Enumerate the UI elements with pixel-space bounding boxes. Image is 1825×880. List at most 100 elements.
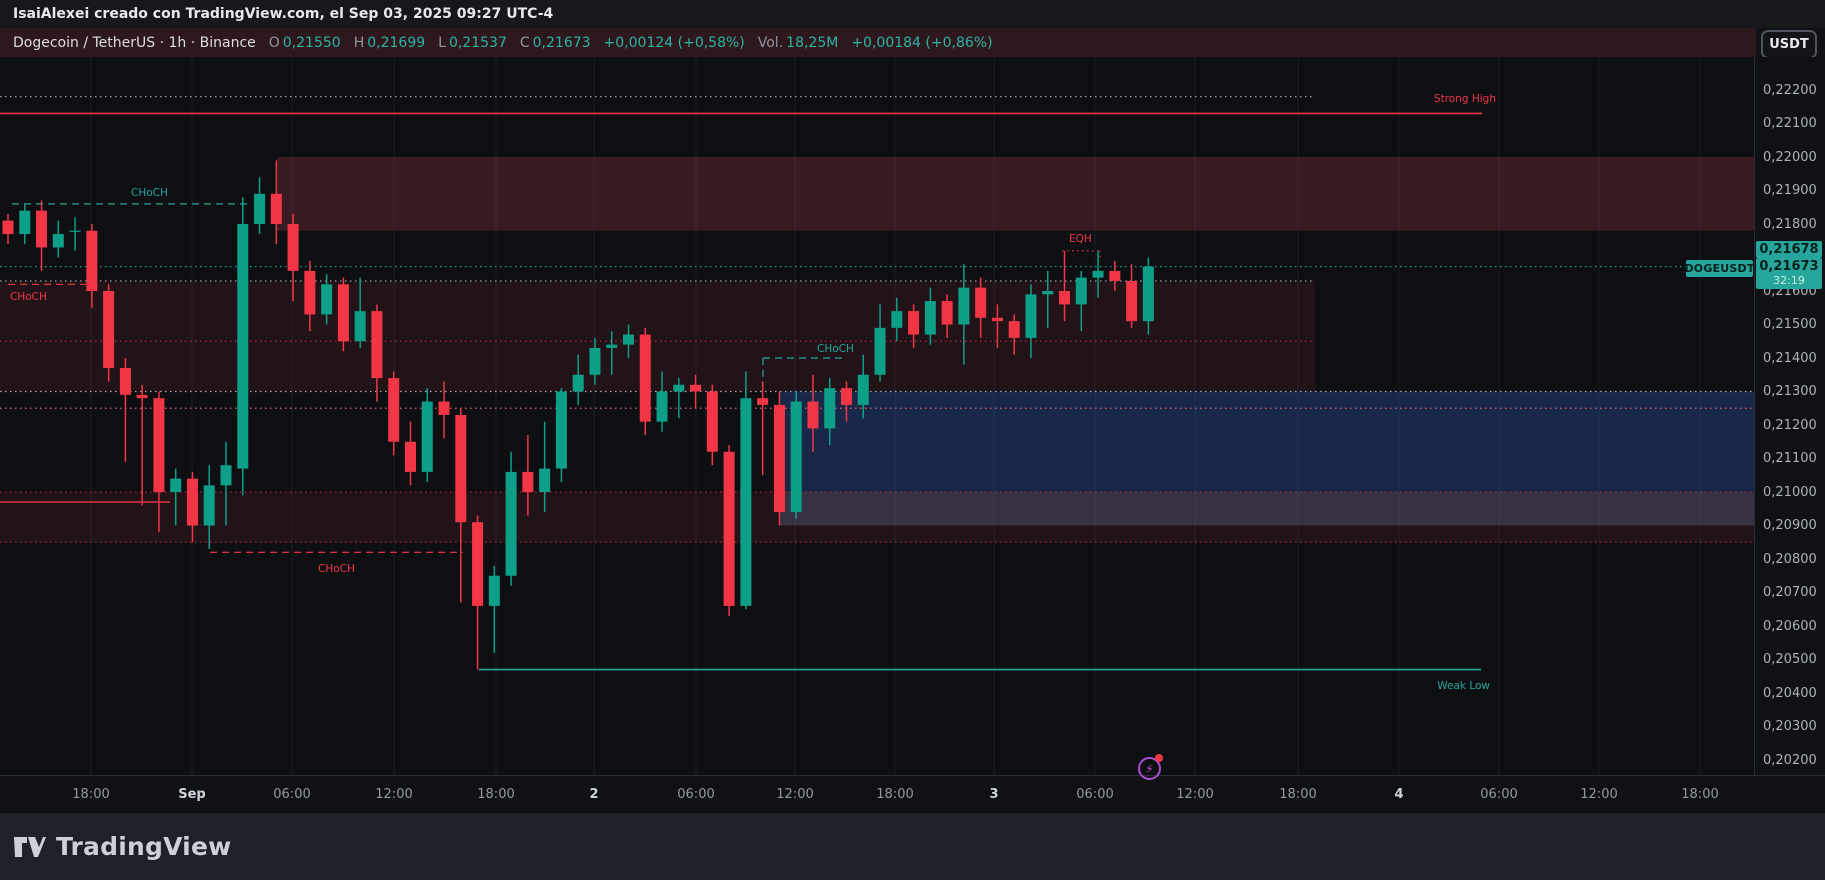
- symbol-title[interactable]: Dogecoin / TetherUS · 1h · Binance: [13, 34, 256, 51]
- candle[interactable]: [740, 371, 752, 610]
- candle[interactable]: [220, 441, 232, 526]
- candle[interactable]: [52, 220, 64, 258]
- candle[interactable]: [388, 371, 400, 456]
- candle[interactable]: [1059, 250, 1071, 322]
- candle[interactable]: [421, 388, 433, 482]
- candle[interactable]: [304, 260, 316, 332]
- candle[interactable]: [807, 374, 819, 452]
- candle[interactable]: [69, 217, 81, 251]
- candle[interactable]: [1025, 284, 1037, 358]
- candle[interactable]: [555, 388, 567, 482]
- candle[interactable]: [606, 331, 618, 375]
- candle[interactable]: [522, 435, 534, 516]
- candle[interactable]: [639, 327, 651, 436]
- ohlc-field-l: L 0,21537: [438, 34, 507, 51]
- candle[interactable]: [841, 381, 852, 422]
- candle[interactable]: [354, 277, 366, 348]
- candle[interactable]: [1042, 270, 1054, 328]
- attribution-bar: IsaiAlexei creado con TradingView.com, e…: [0, 0, 1825, 28]
- candle[interactable]: [438, 381, 450, 439]
- candle[interactable]: [572, 354, 584, 405]
- candle-body: [304, 270, 316, 315]
- candle[interactable]: [908, 304, 920, 348]
- candle[interactable]: [706, 384, 718, 466]
- candle[interactable]: [203, 465, 215, 549]
- time-axis[interactable]: 18:00 Sep 06:00 12:00 18:00 2 06:00 12:00 18:00 3…: [0, 775, 1825, 813]
- candle[interactable]: [2, 213, 14, 245]
- candle[interactable]: [1126, 264, 1138, 328]
- candle[interactable]: [455, 408, 467, 603]
- ohlc-fields: O 0,21550 H 0,21699 L 0,21537 C 0,21673: [269, 35, 591, 51]
- candle[interactable]: [136, 384, 148, 506]
- candle-body: [103, 291, 115, 369]
- candle[interactable]: [505, 451, 517, 586]
- candle-body: [170, 478, 182, 492]
- candle[interactable]: [874, 304, 886, 382]
- candle[interactable]: [941, 294, 953, 338]
- candle[interactable]: [86, 224, 98, 308]
- candle[interactable]: [270, 160, 282, 245]
- candle-body: [321, 284, 333, 315]
- candle[interactable]: [622, 324, 634, 359]
- currency-toggle-button[interactable]: USDT: [1761, 30, 1817, 59]
- candle[interactable]: [337, 277, 349, 352]
- candle[interactable]: [790, 391, 802, 519]
- candle[interactable]: [153, 391, 165, 533]
- candle[interactable]: [656, 371, 668, 432]
- candle[interactable]: [186, 471, 198, 543]
- candle[interactable]: [975, 277, 987, 338]
- candle[interactable]: [1109, 260, 1121, 291]
- candle-body: [136, 394, 148, 399]
- candle[interactable]: [472, 515, 484, 670]
- tradingview-logo-icon[interactable]: [13, 835, 47, 859]
- candle[interactable]: [1008, 314, 1020, 355]
- tradingview-logo-text[interactable]: TradingView: [56, 832, 232, 861]
- candle-body: [1092, 270, 1104, 278]
- candle-body: [790, 401, 802, 513]
- candle[interactable]: [824, 378, 836, 446]
- time-axis-label: 18:00: [72, 787, 110, 802]
- candle-body: [639, 334, 651, 422]
- candle[interactable]: [170, 468, 182, 526]
- candle[interactable]: [371, 304, 383, 402]
- time-axis-label: 06:00: [677, 787, 715, 802]
- candle[interactable]: [958, 264, 970, 365]
- candle[interactable]: [924, 287, 936, 345]
- candle[interactable]: [723, 445, 735, 616]
- candle[interactable]: [1075, 270, 1087, 332]
- candle[interactable]: [119, 358, 131, 462]
- ohlc-field-c: C 0,21673: [519, 34, 591, 51]
- candle[interactable]: [404, 421, 416, 486]
- price-change: +0,00124 (+0,58%): [603, 34, 745, 51]
- candle-body: [539, 468, 551, 492]
- candle[interactable]: [488, 565, 500, 653]
- price-axis[interactable]: 0,222000,221000,220000,219000,218000,217…: [1754, 57, 1825, 775]
- candle[interactable]: [539, 421, 551, 513]
- candle[interactable]: [1142, 257, 1154, 335]
- candle-body: [622, 334, 634, 345]
- candle[interactable]: [1092, 250, 1104, 298]
- candle[interactable]: [690, 374, 702, 409]
- candle[interactable]: [673, 378, 685, 419]
- candle[interactable]: [857, 354, 869, 419]
- candle-body: [773, 404, 785, 513]
- candle[interactable]: [36, 200, 48, 271]
- symbol-ohlc-bar[interactable]: Dogecoin / TetherUS · 1h · Binance O 0,21…: [0, 28, 1756, 57]
- candle[interactable]: [237, 197, 249, 496]
- candle[interactable]: [321, 274, 333, 325]
- candle[interactable]: [19, 203, 31, 245]
- candle-body: [841, 388, 852, 405]
- candle[interactable]: [103, 284, 115, 382]
- candle[interactable]: [991, 304, 1003, 348]
- candle[interactable]: [891, 297, 903, 342]
- candle-body: [975, 287, 987, 318]
- candle[interactable]: [254, 177, 266, 235]
- time-axis-label: 06:00: [1076, 787, 1114, 802]
- candle[interactable]: [757, 381, 769, 476]
- attribution-text: IsaiAlexei creado con TradingView.com, e…: [13, 6, 554, 22]
- candle[interactable]: [287, 213, 299, 302]
- candle[interactable]: [773, 391, 785, 526]
- ai-spark-icon[interactable]: ⚡: [1138, 757, 1161, 780]
- candle[interactable]: [589, 337, 601, 385]
